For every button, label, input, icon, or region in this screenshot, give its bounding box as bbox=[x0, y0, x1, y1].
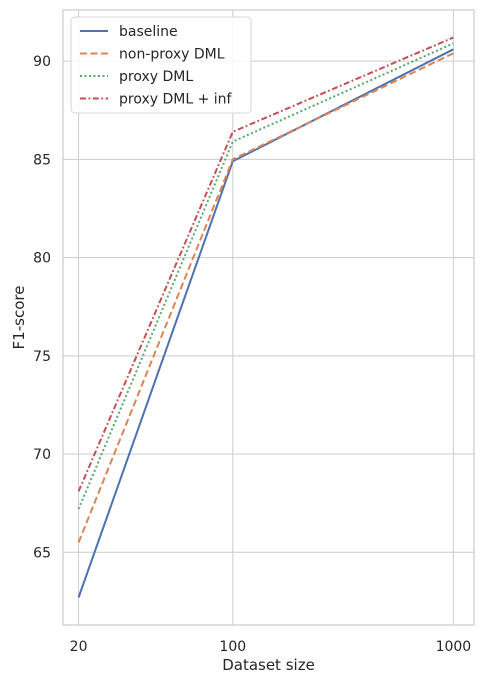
legend: baseline non-proxy DML proxy DML proxy DML … bbox=[70, 16, 252, 114]
series-lines bbox=[77, 36, 454, 598]
legend-label: baseline bbox=[119, 24, 178, 40]
y-tick-label: 70 bbox=[33, 447, 51, 463]
legend-label: proxy DML + inf bbox=[119, 92, 233, 108]
series-line-3 bbox=[77, 42, 454, 510]
x-tick-label: 20 bbox=[70, 639, 88, 655]
x-tick-label: 100 bbox=[219, 639, 246, 655]
y-axis-label: F1-score bbox=[10, 286, 28, 350]
y-tick-label: 80 bbox=[33, 251, 51, 267]
y-axis-ticks: 65 70 75 80 85 90 bbox=[33, 54, 51, 561]
legend-label: non-proxy DML bbox=[119, 47, 225, 63]
series-line-1 bbox=[77, 48, 454, 598]
x-axis-ticks: 20 100 1000 bbox=[70, 639, 472, 655]
legend-box bbox=[70, 16, 252, 114]
series-line-4 bbox=[77, 36, 454, 492]
y-tick-label: 90 bbox=[33, 54, 51, 70]
x-axis-label: Dataset size bbox=[222, 656, 315, 674]
y-tick-label: 65 bbox=[33, 545, 51, 561]
series-line-2 bbox=[77, 52, 454, 543]
y-tick-label: 85 bbox=[33, 152, 51, 168]
plot-frame bbox=[62, 9, 475, 626]
y-tick-label: 75 bbox=[33, 349, 51, 365]
x-tick-label: 1000 bbox=[436, 639, 472, 655]
legend-label: proxy DML bbox=[119, 69, 193, 85]
